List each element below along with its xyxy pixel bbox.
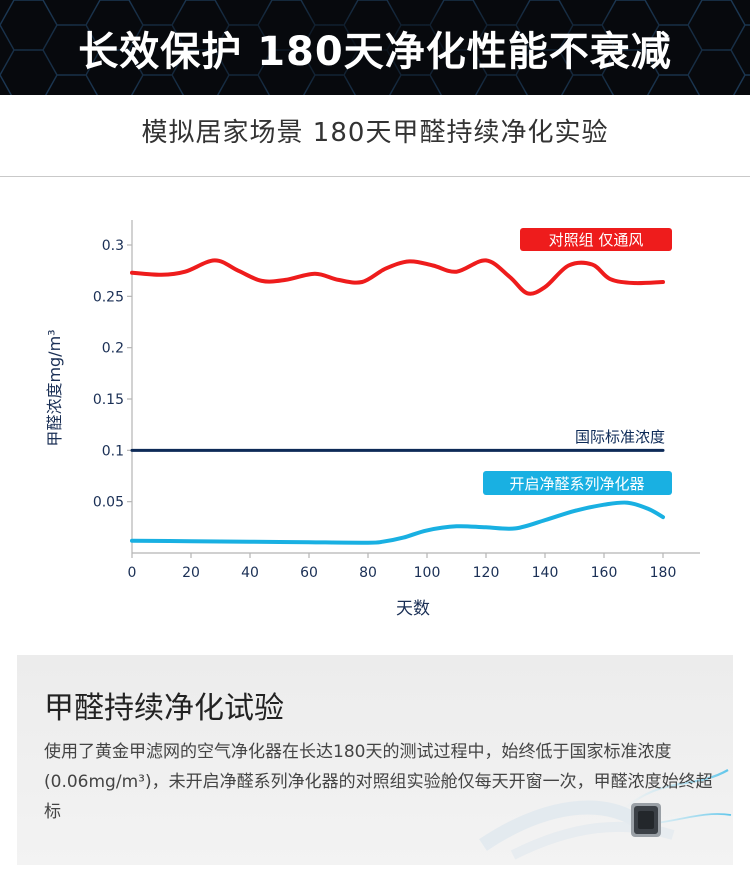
purifier-airflow-illustration — [479, 769, 732, 860]
purifier-label-text: 开启净醛系列净化器 — [509, 475, 644, 493]
control-group-label-bg — [520, 228, 672, 251]
control-group-label-text: 对照组 仅通风 — [549, 231, 644, 249]
divider — [0, 176, 750, 177]
y-tick-labels: 0.05 0.1 0.15 0.2 0.25 0.3 — [93, 238, 132, 511]
x-tick-label: 160 — [591, 565, 618, 581]
x-tick-label: 120 — [473, 565, 500, 581]
x-tick-label: 180 — [650, 565, 677, 581]
x-tick-label: 0 — [128, 565, 137, 581]
y-tick-label: 0.3 — [102, 238, 124, 254]
banner-title: 长效保护 180天净化性能不衰减 — [78, 28, 672, 75]
x-tick-label: 140 — [532, 565, 559, 581]
y-axis-title: 甲醛浓度mg/m³ — [45, 329, 64, 446]
x-tick-labels: 0 20 40 60 80 100 120 140 160 180 — [128, 553, 677, 581]
hex-pattern-background — [0, 0, 750, 95]
purifier-label: 开启净醛系列净化器 — [483, 471, 672, 495]
y-tick-label: 0.25 — [93, 289, 124, 305]
standard-concentration-label: 国际标准浓度 — [575, 428, 665, 446]
y-tick-label: 0.15 — [93, 392, 124, 408]
page-subtitle: 模拟居家场景 180天甲醛持续净化实验 — [141, 118, 609, 148]
header-banner: 长效保护 180天净化性能不衰减 — [0, 0, 750, 95]
purifier-label-bg — [483, 471, 672, 495]
formaldehyde-line-chart: 0 20 40 60 80 100 120 140 160 180 0.050.10.150.20… — [45, 220, 700, 619]
x-tick-label: 100 — [414, 565, 441, 581]
control-group-line — [130, 258, 665, 296]
y-tick-label: 0.05 — [93, 495, 124, 511]
purifier-line — [130, 500, 665, 545]
x-axis-title: 天数 — [396, 599, 430, 619]
y-tick-label: 0.2 — [102, 341, 124, 357]
control-group-label: 对照组 仅通风 — [520, 228, 672, 251]
x-tick-label: 60 — [300, 565, 318, 581]
series-lines — [130, 258, 665, 545]
x-tick-label: 40 — [241, 565, 259, 581]
info-title: 甲醛持续净化试验 — [44, 691, 284, 726]
info-description: 使用了黄金甲滤网的空气净化器在长达180天的测试过程中，始终低于国家标准浓度(0… — [44, 742, 713, 822]
x-tick-label: 20 — [182, 565, 200, 581]
chart-axes — [131, 220, 700, 554]
info-card: 甲醛持续净化试验 使用了黄金甲滤网的空气净化器在长达180天的测试过程中，始终低… — [17, 655, 733, 865]
y-tick-label: 0.1 — [102, 443, 124, 459]
x-tick-label: 80 — [359, 565, 377, 581]
